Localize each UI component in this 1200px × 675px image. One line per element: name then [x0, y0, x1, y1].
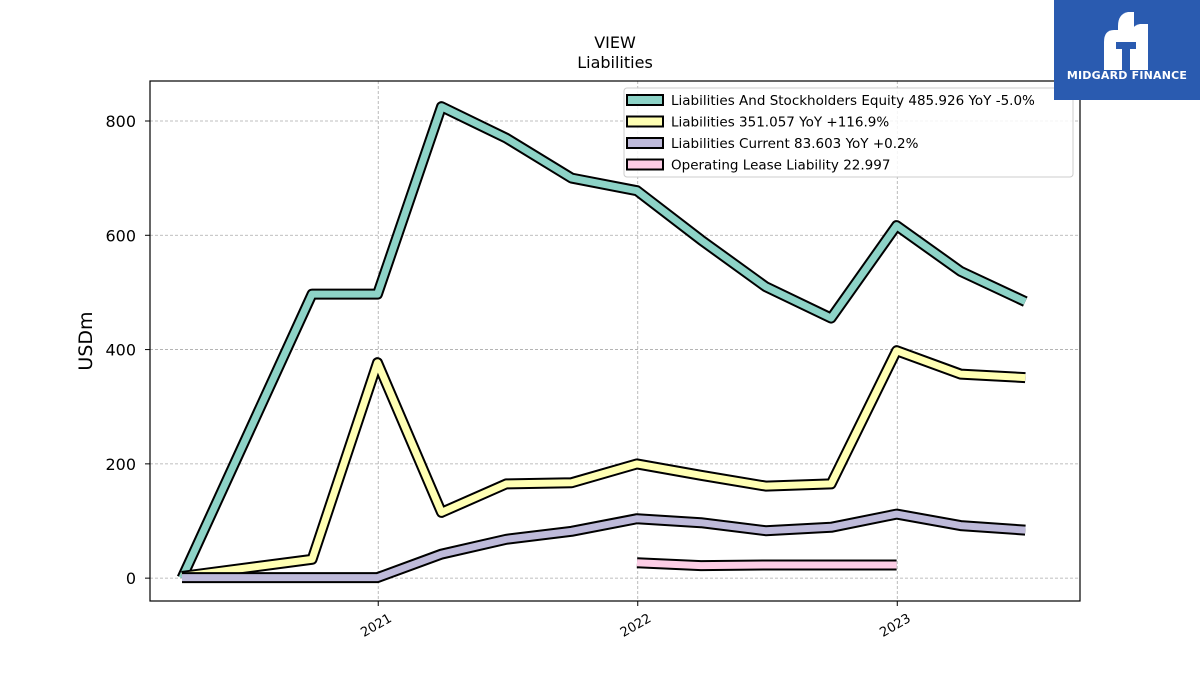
- series-fill: [636, 559, 897, 570]
- plot-frame: [149, 80, 1081, 602]
- series-line-1: [176, 101, 1028, 581]
- series-fill: [178, 103, 1027, 580]
- chart-subtitle: Liabilities: [577, 53, 653, 72]
- legend-swatch: [626, 115, 664, 128]
- series-line-2: [181, 345, 1026, 582]
- x-tick-label: 2021: [358, 611, 394, 641]
- y-axis-label: USDm: [75, 311, 97, 370]
- series-fill: [181, 347, 1026, 580]
- series-lines: [176, 101, 1028, 584]
- legend-swatch: [626, 94, 664, 106]
- x-tick-label: 2022: [618, 611, 654, 641]
- y-tick-label: 800: [105, 112, 136, 131]
- y-tick-label: 600: [105, 226, 136, 245]
- chart-title: VIEW: [594, 33, 636, 52]
- legend-box: [623, 87, 1074, 178]
- series-line-3: [182, 508, 1026, 584]
- series-outline: [181, 345, 1026, 582]
- y-tick-label: 200: [105, 455, 136, 474]
- x-tick-label: 2023: [877, 611, 913, 641]
- legend-label: Liabilities Current 83.603 YoY +0.2%: [671, 136, 919, 152]
- legend-swatch: [626, 137, 664, 149]
- series-line-4: [636, 557, 897, 572]
- midgard-finance-logo: MIDGARD FINANCE: [1054, 0, 1200, 100]
- logo-mark-icon: [1104, 12, 1148, 70]
- y-tick-label: 0: [126, 569, 136, 588]
- legend-label: Operating Lease Liability 22.997: [671, 158, 890, 174]
- logo-text: MIDGARD FINANCE: [1066, 69, 1188, 82]
- legend-label: Liabilities And Stockholders Equity 485.…: [671, 93, 1035, 109]
- legend-label: Liabilities 351.057 YoY +116.9%: [671, 115, 889, 131]
- legend-swatch: [626, 158, 664, 171]
- y-tick-label: 400: [105, 341, 136, 360]
- series-fill: [182, 510, 1026, 582]
- grid: [150, 81, 1080, 601]
- legend: Liabilities And Stockholders Equity 485.…: [623, 87, 1074, 178]
